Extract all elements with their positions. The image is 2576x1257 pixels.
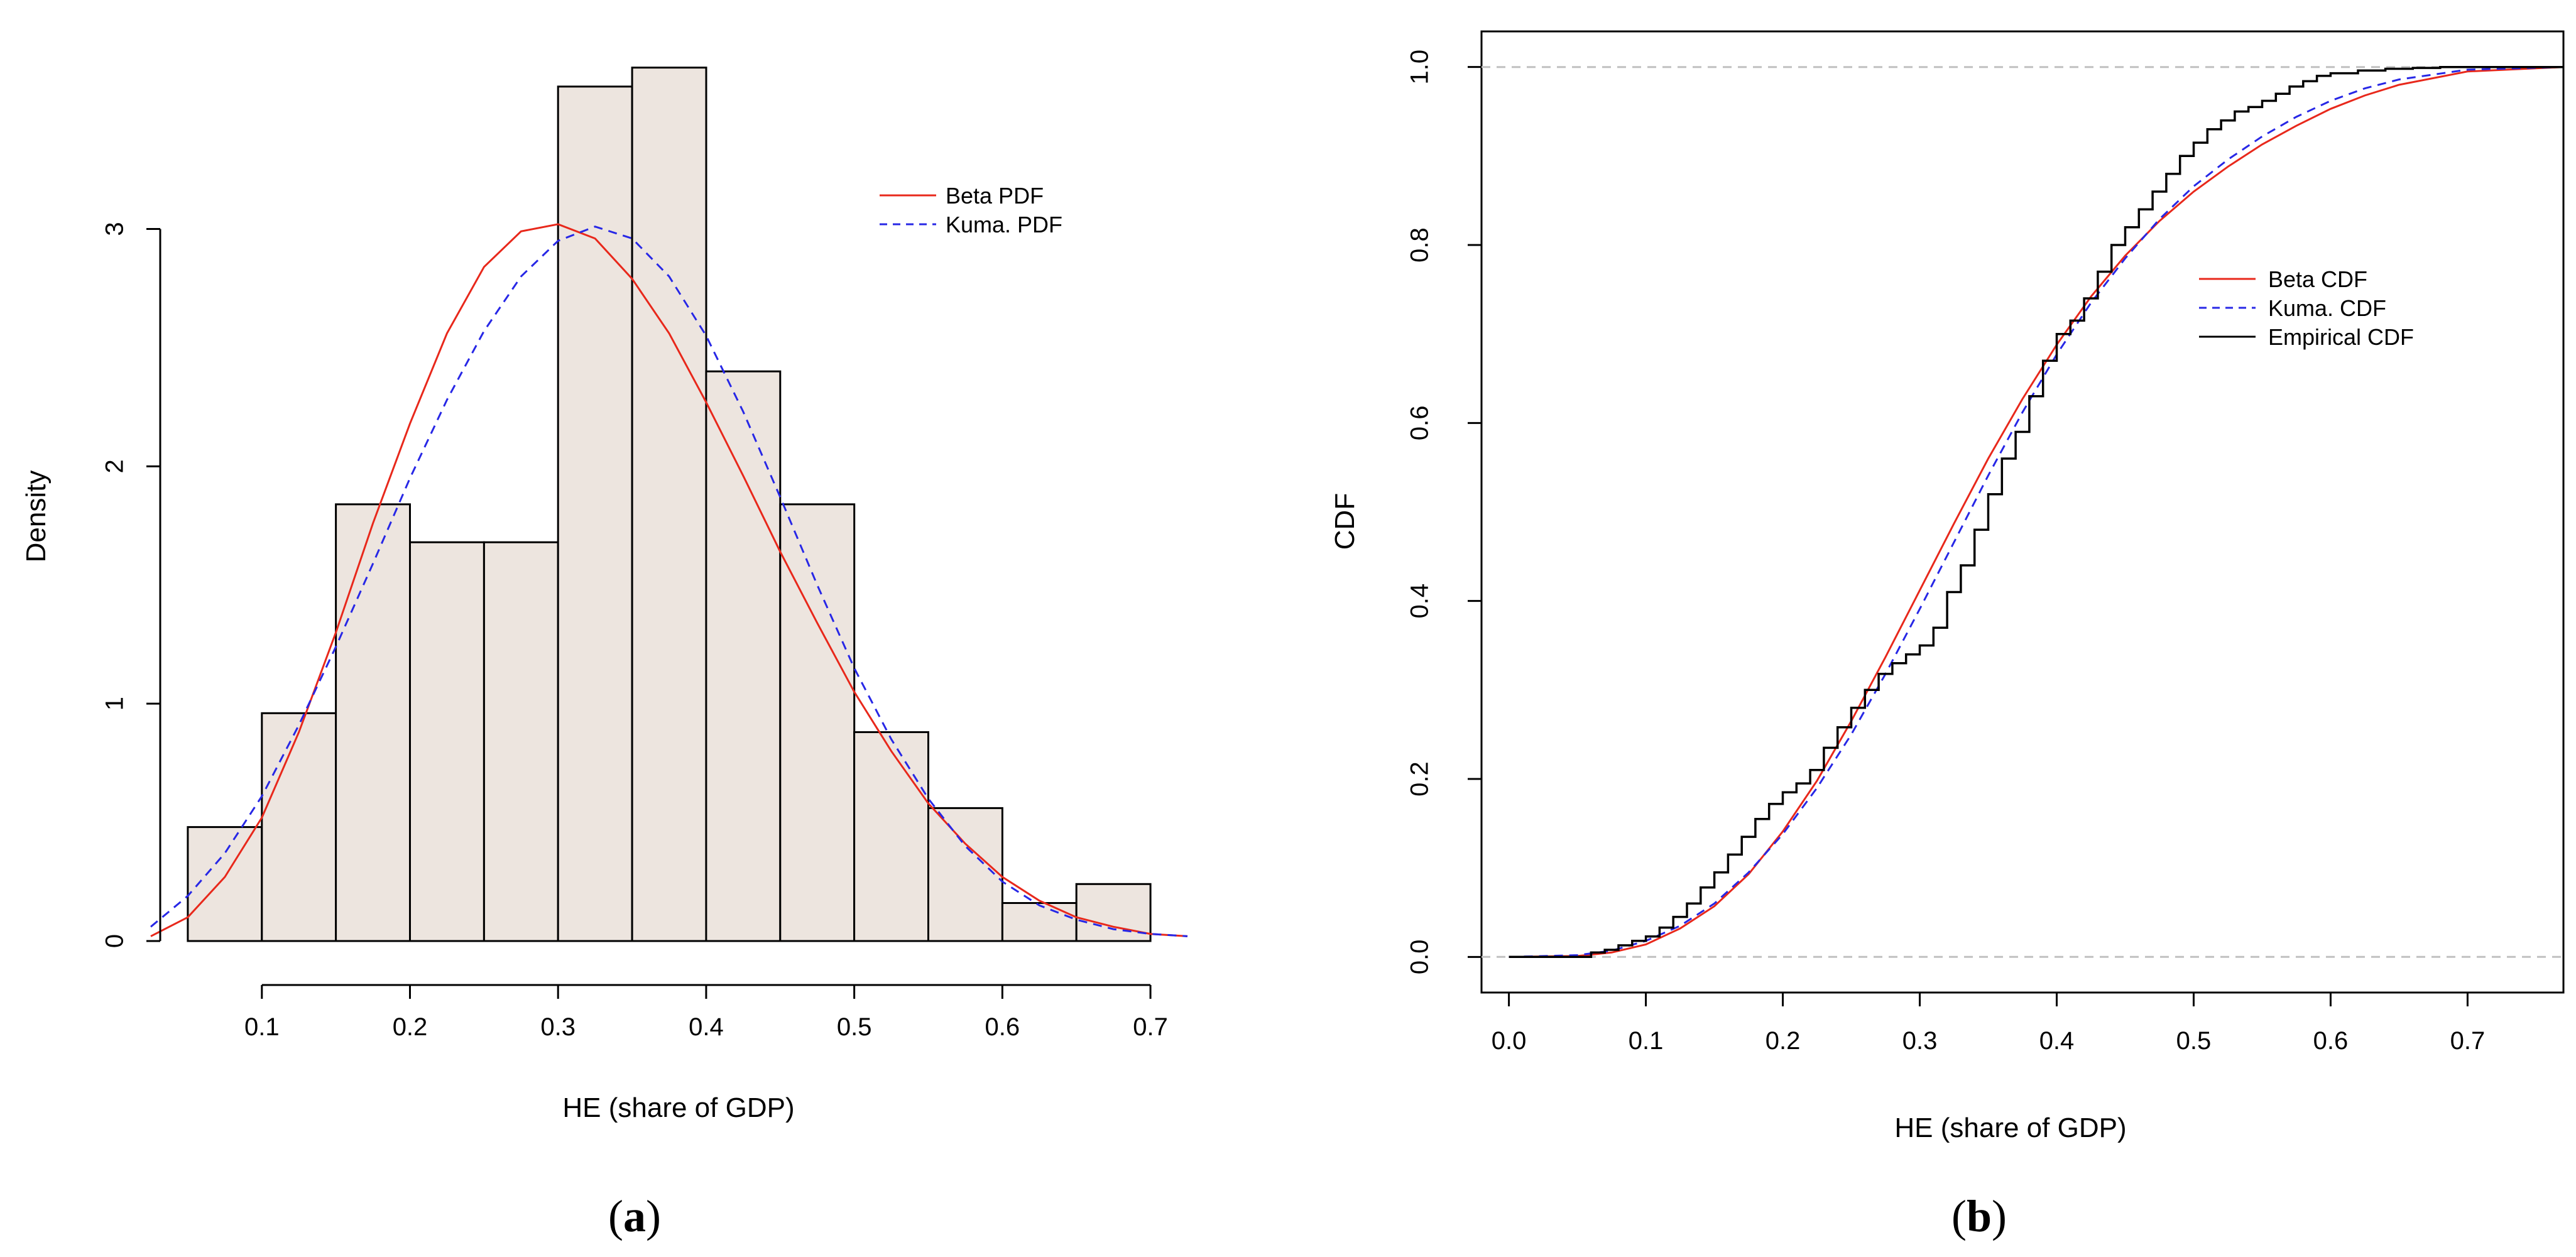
- histogram-bar-7: [631, 67, 707, 942]
- x-tick-label: 0.5: [2176, 1027, 2212, 1055]
- legend-label: Beta CDF: [2268, 266, 2367, 292]
- y-tick-label: 0.2: [1406, 761, 1434, 797]
- histogram-bar-2: [261, 712, 337, 942]
- x-tick-label: 0.6: [985, 1013, 1020, 1041]
- panel-a-legend: Beta PDF Kuma. PDF: [880, 183, 1062, 237]
- x-tick-label: 0.2: [1766, 1027, 1801, 1055]
- panel-b-cdf: 0.0 0.1 0.2 0.3 0.4 0.5 0.6 0.7 0.0 0.2 0.4 0.6 0.8 1…: [1329, 30, 2565, 1241]
- beta-cdf-curve: [1509, 66, 2564, 958]
- panel-a-axes: 0.1 0.2 0.3 0.4 0.5 0.6 0.7 0 1 2 3: [101, 222, 1168, 1041]
- x-tick-label: 0.5: [837, 1013, 872, 1041]
- histogram-bar-10: [853, 731, 929, 942]
- y-tick-label: 1: [101, 697, 129, 710]
- y-tick-label: 0.8: [1406, 227, 1434, 263]
- x-tick-label: 0.3: [540, 1013, 576, 1041]
- panel-a-x-axis-title: HE (share of GDP): [562, 1092, 794, 1123]
- histogram-bar-1: [187, 826, 263, 942]
- y-tick-label: 0.6: [1406, 406, 1434, 441]
- histogram-bar-3: [335, 503, 411, 942]
- x-tick-label: 0.3: [1902, 1027, 1938, 1055]
- panel-a-y-axis-title: Density: [21, 471, 52, 563]
- panel-a-histogram: 0.1 0.2 0.3 0.4 0.5 0.6 0.7 0 1 2 3 HE (share of G…: [21, 67, 1188, 1241]
- x-tick-label: 0.1: [244, 1013, 280, 1041]
- histogram-bar-9: [779, 503, 856, 942]
- histogram-bar-5: [483, 541, 559, 942]
- panel-a-caption: (a): [608, 1191, 661, 1241]
- histogram-bar-6: [557, 85, 633, 942]
- y-tick-label: 0.0: [1406, 940, 1434, 975]
- cdf-curves: [1509, 65, 2564, 959]
- panel-b-legend: Beta CDF Kuma. CDF Empirical CDF: [2199, 266, 2414, 350]
- panel-b-x-axis-title: HE (share of GDP): [1894, 1113, 2126, 1143]
- kuma-pdf-curve: [150, 226, 1188, 937]
- histogram-bar-11: [927, 807, 1003, 942]
- x-tick-label: 0.7: [2450, 1027, 2486, 1055]
- y-tick-label: 2: [101, 459, 129, 473]
- legend-label: Kuma. PDF: [946, 212, 1062, 237]
- y-tick-label: 0.4: [1406, 584, 1434, 619]
- x-tick-label: 0.6: [2313, 1027, 2349, 1055]
- legend-label: Empirical CDF: [2268, 324, 2414, 350]
- panel-b-y-axis-title: CDF: [1329, 493, 1360, 550]
- histogram-bar-8: [705, 370, 782, 942]
- y-tick-label: 3: [101, 222, 129, 236]
- panel-b-plot-box: [1480, 30, 2565, 994]
- histogram-bar-12: [1001, 902, 1078, 942]
- y-tick-label: 1.0: [1406, 50, 1434, 85]
- density-curves: [150, 223, 1188, 937]
- panel-b-axes: 0.0 0.1 0.2 0.3 0.4 0.5 0.6 0.7 0.0 0.2 0.4 0.6 0.8 1…: [1406, 50, 2486, 1055]
- x-tick-label: 0.2: [393, 1013, 428, 1041]
- x-tick-label: 0.4: [689, 1013, 724, 1041]
- x-tick-label: 0.1: [1629, 1027, 1664, 1055]
- histogram-bar-4: [409, 541, 485, 942]
- x-tick-label: 0.7: [1133, 1013, 1168, 1041]
- x-tick-label: 0.0: [1492, 1027, 1527, 1055]
- legend-label: Beta PDF: [946, 183, 1044, 209]
- empirical-cdf-curve: [1509, 65, 2563, 959]
- x-tick-label: 0.4: [2039, 1027, 2075, 1055]
- y-tick-label: 0: [101, 934, 129, 948]
- kuma-cdf-curve: [1509, 66, 2564, 958]
- legend-label: Kuma. CDF: [2268, 295, 2386, 321]
- beta-pdf-curve: [150, 223, 1188, 937]
- panel-b-caption: (b): [1951, 1191, 2007, 1241]
